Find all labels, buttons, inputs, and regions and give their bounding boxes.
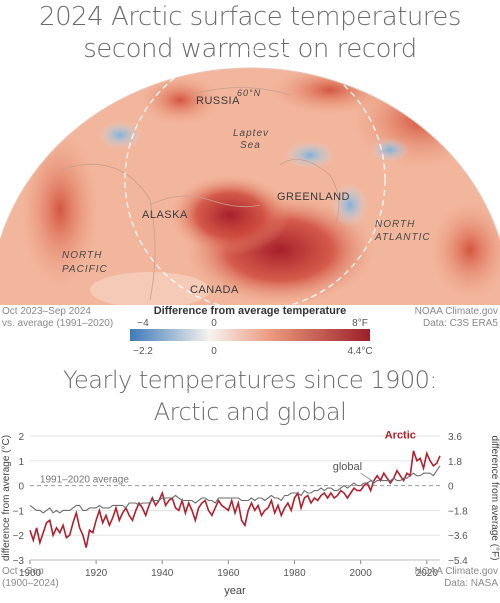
chart-period: Oct –Sep (1900–2024) (2, 566, 59, 590)
map-label-russia: RUSSIA (196, 95, 240, 107)
y-tick-label-3: −1 (13, 506, 25, 517)
x-tick-label-1: 1920 (85, 568, 108, 579)
colorbar-f-tick-0: −4 (137, 318, 149, 329)
x-tick-label-0: 1900 (19, 568, 42, 579)
y-right-tick-label-5: −5.4 (448, 556, 468, 567)
map-source-line1: NOAA Climate.gov (414, 306, 498, 317)
y-right-tick-label-3: −1.8 (448, 506, 468, 517)
y-right-tick-label-4: −3.6 (448, 531, 468, 542)
series-line-global (29, 465, 441, 514)
colorbar-title: Difference from average temperature (153, 305, 347, 317)
colorbar-c-tick-0: −2.2 (133, 346, 153, 357)
map-label-north-atlantic-1: NORTH (375, 219, 415, 230)
series-label-arctic: Arctic (385, 429, 416, 441)
series-line-arctic (29, 450, 441, 548)
map-period: Oct 2023–Sep 2024 vs. average (1991–2020… (2, 306, 113, 330)
y-tick-label-4: −2 (13, 531, 25, 542)
map-title-line1: 2024 Arctic surface temperatures (39, 2, 461, 32)
x-tick-label-2: 1940 (151, 568, 174, 579)
map-label-canada: CANADA (190, 284, 239, 296)
map-title-line2: second warmest on record (83, 34, 417, 64)
reference-line-label: 1991–2020 average (40, 475, 129, 486)
map-label-north-pacific-1: NORTH (62, 250, 102, 261)
chart-source-line1: NOAA Climate.gov (414, 566, 498, 577)
map-label-laptev: Laptev (233, 128, 269, 139)
y-right-tick-label-0: 3.6 (448, 432, 462, 443)
map-label-north-pacific-2: PACIFIC (62, 264, 108, 275)
y-tick-label-1: 1 (18, 457, 24, 468)
map-source-line2: Data: C3S ERA5 (422, 318, 498, 329)
y-tick-label-2: 0 (18, 482, 24, 493)
y-axis-title-left: difference from average (°C) (1, 435, 12, 561)
colorbar-f-tick-1: 0 (211, 318, 217, 329)
x-tick-label-4: 1980 (283, 568, 306, 579)
map-period-line1: Oct 2023–Sep 2024 (2, 306, 91, 317)
map-label-sea: Sea (240, 140, 261, 151)
x-axis-title: year (224, 585, 246, 597)
y-right-tick-label-2: 0 (448, 482, 454, 493)
y-axis-title-right: difference from average (°F) (489, 436, 500, 561)
arctic-temperature-map: RUSSIA 60°N Laptev Sea GREENLAND ALASKA … (0, 67, 500, 305)
y-right-tick-label-1: 1.8 (448, 457, 462, 468)
chart-period-line2: (1900–2024) (2, 578, 59, 589)
map-label-alaska: ALASKA (142, 209, 188, 221)
x-tick-label-3: 1960 (217, 568, 240, 579)
map-label-greenland: GREENLAND (277, 191, 350, 203)
map-period-line2: vs. average (1991–2020) (2, 318, 114, 329)
x-tick-label-5: 2000 (350, 568, 373, 579)
chart-source-line2: Data: NASA (444, 578, 498, 589)
y-tick-label-5: −3 (13, 556, 25, 567)
map-label-north-atlantic-2: ATLANTIC (374, 232, 431, 243)
series-label-global-leader (360, 472, 375, 483)
series-label-global: global (333, 461, 362, 473)
chart-source: NOAA Climate.gov Data: NASA (415, 566, 498, 590)
colorbar: −4 0 8°F −2.2 0 4.4°C (130, 318, 373, 357)
x-tick-label-6: 2020 (416, 568, 439, 579)
chart-title-line2: Arctic and global (153, 398, 347, 426)
map-source: NOAA Climate.gov Data: C3S ERA5 (415, 306, 498, 330)
colorbar-f-tick-2: 8°F (352, 318, 368, 329)
map-label-60n: 60°N (237, 88, 261, 98)
chart-title-line1: Yearly temperatures since 1900: (63, 366, 437, 394)
colorbar-c-tick-1: 0 (211, 346, 217, 357)
y-tick-label-0: 2 (18, 432, 24, 443)
colorbar-gradient (130, 329, 370, 341)
chart-period-line1: Oct –Sep (2, 566, 44, 577)
colorbar-c-tick-2: 4.4°C (347, 346, 372, 357)
temperature-line-chart: 2 3.6 1 1.8 0 0 −1 −1.8 −2 −3.6 −3 −5.4 1991–2020 av… (1, 429, 500, 597)
